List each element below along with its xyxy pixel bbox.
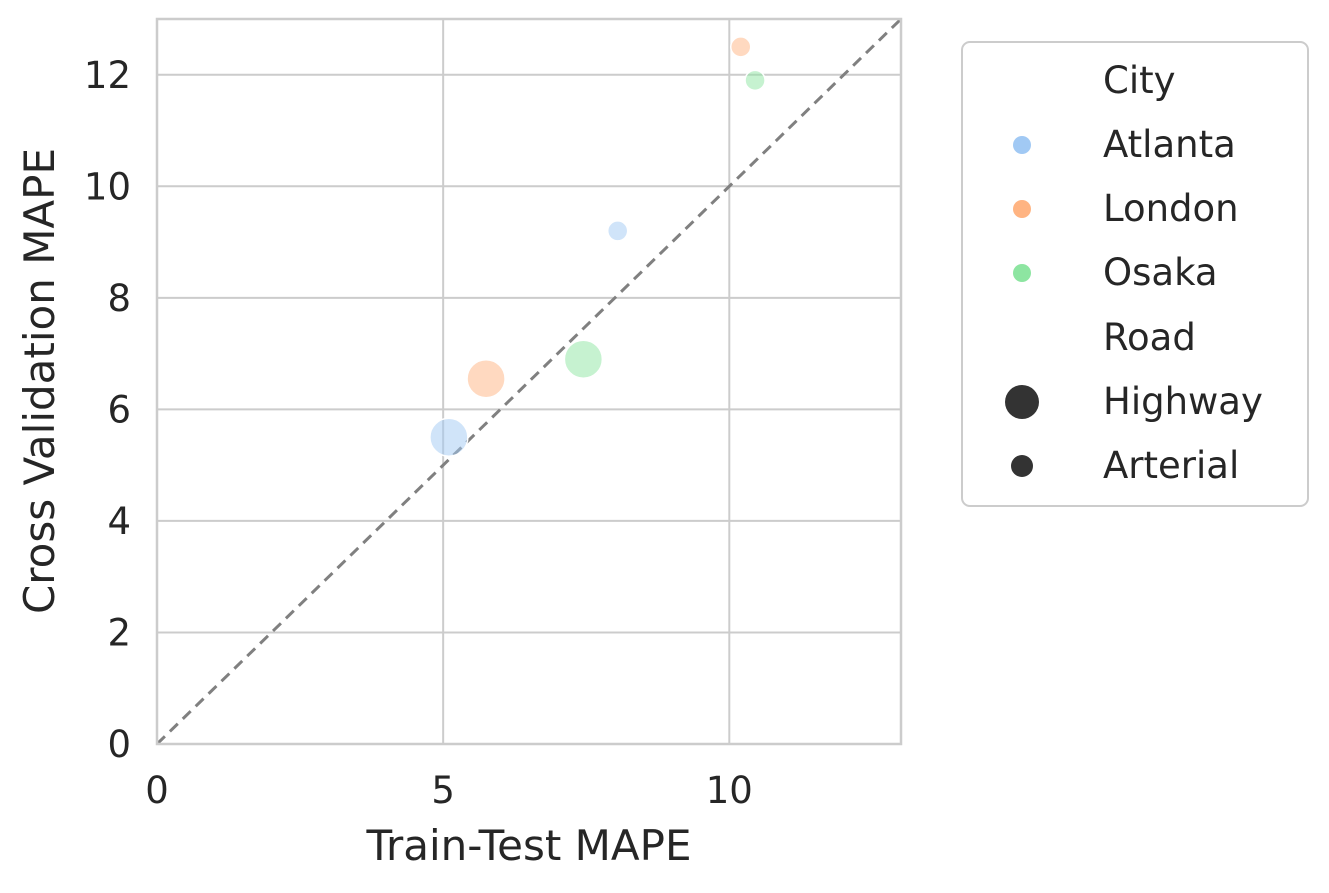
legend-frame xyxy=(961,41,1309,507)
legend-marker-atlanta xyxy=(1013,136,1031,154)
plot-frame xyxy=(155,17,903,746)
y-tick-label: 4 xyxy=(107,500,131,543)
scatter-point-london-arterial xyxy=(730,36,752,58)
scatter-point-osaka-highway xyxy=(563,339,604,379)
legend-label-arterial: Arterial xyxy=(1103,444,1239,487)
x-tick-label: 5 xyxy=(431,769,455,812)
identity-reference-line xyxy=(155,17,903,746)
legend-marker-arterial xyxy=(1011,455,1033,477)
y-tick-label: 8 xyxy=(107,277,131,320)
y-tick-label: 0 xyxy=(107,723,131,766)
legend-label-highway: Highway xyxy=(1103,380,1263,423)
x-tick-label: 10 xyxy=(706,769,753,812)
y-tick-label: 10 xyxy=(84,165,131,208)
legend-marker-london xyxy=(1013,200,1031,218)
y-tick-label: 12 xyxy=(84,54,131,97)
legend: City Atlanta London Osaka Road Highway A… xyxy=(961,41,1309,507)
x-tick-label: 0 xyxy=(145,769,169,812)
legend-label-osaka: Osaka xyxy=(1103,251,1218,294)
y-tick-label: 6 xyxy=(107,388,131,431)
points-layer xyxy=(429,36,766,458)
scatter-point-osaka-arterial xyxy=(744,69,766,92)
scatter-point-london-highway xyxy=(466,358,506,399)
legend-marker-highway xyxy=(1005,385,1039,419)
scatter-point-atlanta-highway xyxy=(429,417,469,458)
x-axis-label: Train-Test MAPE xyxy=(366,821,692,870)
y-tick-label: 2 xyxy=(107,611,131,654)
legend-label-london: London xyxy=(1103,187,1239,230)
y-axis-label: Cross Validation MAPE xyxy=(15,148,64,614)
legend-marker-osaka xyxy=(1013,264,1031,282)
legend-label-atlanta: Atlanta xyxy=(1103,123,1236,166)
legend-title-city: City xyxy=(1103,59,1176,102)
scatter-point-atlanta-arterial xyxy=(606,220,629,242)
tick-labels: 0 5 10 0 2 4 6 8 10 12 xyxy=(84,54,753,812)
legend-title-road: Road xyxy=(1103,316,1196,359)
